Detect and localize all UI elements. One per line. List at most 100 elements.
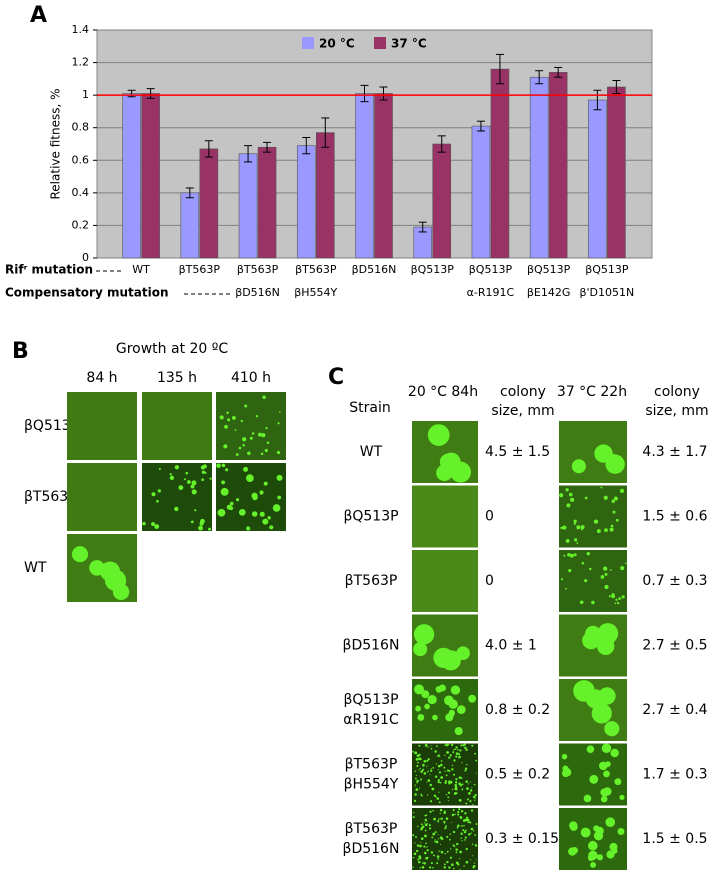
colony	[452, 751, 455, 754]
colony	[456, 826, 459, 829]
colony	[573, 680, 595, 702]
error-bar	[360, 84, 369, 103]
colony	[251, 432, 255, 435]
colony	[217, 508, 226, 517]
colony	[440, 650, 461, 671]
column-label: 135 h	[157, 370, 197, 386]
row-label: WT	[24, 560, 47, 576]
colony	[473, 783, 476, 786]
colony	[416, 764, 419, 768]
colony	[244, 404, 248, 408]
colony	[223, 444, 228, 449]
strain-label: βT563P	[345, 757, 398, 773]
colony	[432, 809, 434, 812]
colony	[618, 597, 622, 600]
colony	[604, 721, 620, 737]
colony	[439, 812, 441, 814]
colony	[451, 863, 454, 867]
colony	[220, 487, 229, 496]
colony	[601, 743, 612, 753]
x-tick-label: βT563P	[295, 263, 337, 276]
colony	[432, 832, 436, 836]
bar	[122, 93, 141, 259]
colony	[456, 788, 458, 791]
colony	[415, 788, 419, 791]
colony	[426, 759, 429, 762]
colony	[452, 830, 456, 834]
colony	[418, 860, 421, 864]
colony	[604, 761, 611, 768]
colony	[439, 836, 443, 840]
colony	[190, 484, 195, 489]
colony	[613, 496, 618, 501]
x-tick-label: βD516N	[352, 263, 397, 276]
colony	[609, 460, 623, 474]
colony	[461, 783, 464, 786]
colony	[610, 524, 614, 528]
colony	[474, 794, 477, 797]
colony	[460, 832, 463, 835]
x-tick-label: βQ513P	[469, 263, 513, 276]
colony	[169, 473, 172, 476]
colony-image	[412, 550, 478, 612]
colony	[424, 744, 428, 747]
x-tick-label: α-R191C	[467, 286, 515, 299]
colony	[604, 528, 608, 532]
colony	[604, 572, 608, 576]
colony	[465, 860, 469, 864]
colony	[221, 463, 226, 468]
colony	[246, 526, 251, 531]
colony	[415, 777, 417, 780]
colony	[463, 824, 465, 827]
colony	[199, 521, 204, 526]
colony	[455, 861, 459, 865]
colony	[448, 756, 451, 759]
colony	[201, 478, 205, 482]
x-tick-label: WT	[132, 263, 150, 276]
colony	[416, 779, 419, 783]
colony-size: 4.5 ± 1.5	[485, 444, 550, 460]
colony	[470, 827, 474, 831]
panel-title: Growth at 20 ºC	[116, 341, 229, 357]
colony	[427, 823, 429, 825]
colony	[425, 856, 428, 860]
colony	[412, 866, 414, 868]
colony	[443, 823, 445, 825]
colony-image	[559, 614, 627, 677]
colony	[453, 759, 456, 762]
colony	[583, 794, 592, 803]
colony	[440, 817, 443, 821]
colony	[431, 787, 435, 791]
colony	[471, 744, 474, 747]
colony	[566, 503, 571, 508]
colony	[472, 804, 474, 806]
colony	[229, 501, 234, 506]
colony	[593, 519, 599, 524]
colony	[438, 771, 442, 774]
row-label: βT563P	[24, 489, 77, 505]
colony	[453, 773, 456, 776]
colony	[475, 772, 477, 774]
colony	[420, 842, 422, 844]
colony	[415, 705, 421, 712]
column-label: 410 h	[231, 370, 271, 386]
colony	[414, 770, 416, 772]
colony	[461, 762, 463, 764]
x-tick-label: βQ513P	[411, 263, 455, 276]
row-title: Compensatory mutation	[5, 286, 168, 300]
error-bar	[612, 79, 621, 95]
bar	[529, 76, 549, 259]
colony	[465, 769, 467, 771]
colony-image	[412, 808, 478, 870]
colony-image	[142, 392, 212, 460]
colony	[438, 791, 440, 793]
colony	[251, 492, 258, 499]
colony	[460, 744, 463, 747]
colony	[434, 750, 437, 753]
colony	[255, 415, 259, 418]
bar	[471, 125, 491, 259]
colony	[443, 811, 446, 814]
colony	[424, 814, 427, 817]
colony	[465, 748, 468, 751]
colony	[427, 746, 429, 748]
